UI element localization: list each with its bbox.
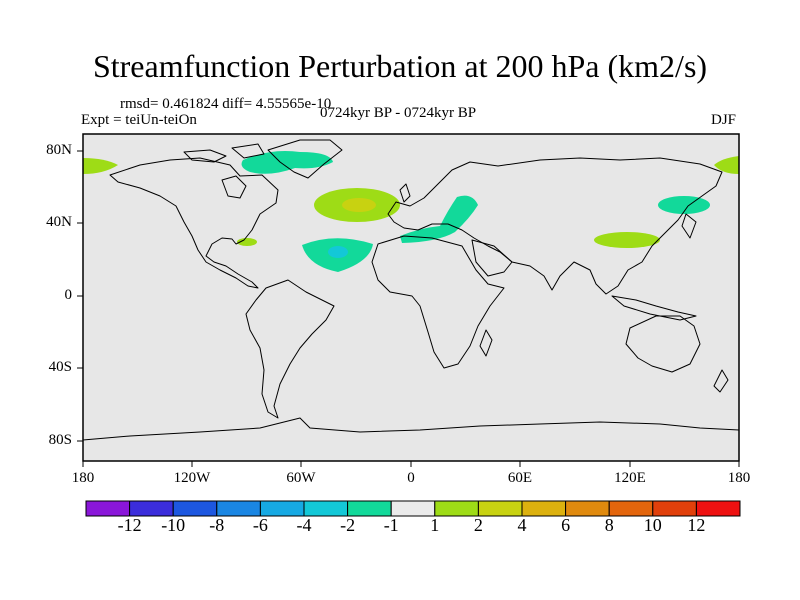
anomaly-dateline-west xyxy=(83,158,118,174)
colorbar-label: -12 xyxy=(117,515,142,535)
colorbar-label: -8 xyxy=(209,515,225,535)
coast-madagascar xyxy=(479,329,493,357)
coast-arabia xyxy=(471,239,513,277)
colorbar-label: 10 xyxy=(643,515,662,535)
anomaly-greenland xyxy=(241,151,333,174)
colorbar-swatch xyxy=(521,500,567,517)
coast-antarctica xyxy=(82,417,740,441)
anomaly-china xyxy=(594,232,660,248)
coast-indonesia xyxy=(611,295,697,321)
colorbar-swatch xyxy=(303,500,349,517)
colorbar-swatch xyxy=(216,500,261,517)
lon-label-60e: 60E xyxy=(507,470,533,486)
colorbar-swatch xyxy=(434,500,479,517)
period-label: 0724kyr BP - 0724kyr BP xyxy=(320,105,477,121)
coast-greenland xyxy=(267,139,343,179)
coast-australia xyxy=(625,315,701,373)
coast-south-america xyxy=(245,279,335,419)
lon-label-60w: 60W xyxy=(286,470,316,486)
colorbar-swatch xyxy=(85,500,131,517)
colorbar-swatch xyxy=(347,500,392,517)
coast-north-america xyxy=(109,157,279,289)
season-label: DJF xyxy=(711,112,737,128)
lat-label-40s: 40S xyxy=(48,359,72,375)
lat-label-0: 0 xyxy=(64,287,73,303)
anomaly-japan xyxy=(658,196,710,214)
coast-japan xyxy=(681,213,697,239)
lon-label-0: 0 xyxy=(407,470,415,486)
lat-label-80n: 80N xyxy=(46,142,72,158)
stats-line: rmsd= 0.461824 diff= 4.55565e-10 xyxy=(120,96,332,112)
colorbar-label: 8 xyxy=(604,515,614,535)
lon-label-180w: 180 xyxy=(71,470,95,486)
colorbar-swatch xyxy=(259,500,305,517)
anomaly-dateline-east xyxy=(714,156,739,174)
coast-new-zealand xyxy=(713,369,729,393)
colorbar-swatch xyxy=(695,500,741,517)
lon-label-180e: 180 xyxy=(727,470,751,486)
lat-label-40n: 40N xyxy=(46,214,72,230)
anomaly-layer xyxy=(83,151,739,272)
colorbar-swatch xyxy=(129,500,174,517)
colorbar-label: -6 xyxy=(252,515,268,535)
colorbar-label: -4 xyxy=(296,515,312,535)
colorbar-swatch xyxy=(608,500,654,517)
anomaly-gulf xyxy=(237,238,257,246)
colorbar-label: 6 xyxy=(561,515,571,535)
colorbar-swatch xyxy=(652,500,697,517)
anomaly-subtropical-atlantic-core xyxy=(328,246,348,258)
coast-hudson-bay xyxy=(221,175,247,199)
coast-africa xyxy=(371,235,505,369)
anomaly-mediterranean xyxy=(400,195,478,243)
colorbar-label: -2 xyxy=(340,515,356,535)
map-background xyxy=(83,134,739,461)
experiment-label: Expt = teiUn-teiOn xyxy=(81,112,197,128)
lon-label-120e: 120E xyxy=(614,470,646,486)
colorbar-swatch xyxy=(172,500,218,517)
anomaly-north-atlantic-core xyxy=(342,198,376,212)
coastlines xyxy=(82,139,740,441)
axis-ticks xyxy=(77,150,740,467)
colorbar-swatch xyxy=(477,500,523,517)
colorbar-label: 2 xyxy=(473,515,483,535)
colorbar-label: 4 xyxy=(517,515,527,535)
lon-label-120w: 120W xyxy=(173,470,211,486)
colorbar xyxy=(85,500,741,517)
colorbar-label: -10 xyxy=(161,515,186,535)
coast-uk xyxy=(399,183,411,203)
colorbar-label: -1 xyxy=(383,515,399,535)
colorbar-label: 1 xyxy=(430,515,440,535)
coast-arctic-islands xyxy=(183,143,265,163)
colorbar-swatch xyxy=(390,500,436,517)
lat-label-80s: 80S xyxy=(48,432,72,448)
colorbar-label: 12 xyxy=(687,515,706,535)
coast-eurasia xyxy=(387,157,723,295)
map-title: Streamfunction Perturbation at 200 hPa (… xyxy=(92,48,708,84)
colorbar-swatch xyxy=(565,500,610,517)
